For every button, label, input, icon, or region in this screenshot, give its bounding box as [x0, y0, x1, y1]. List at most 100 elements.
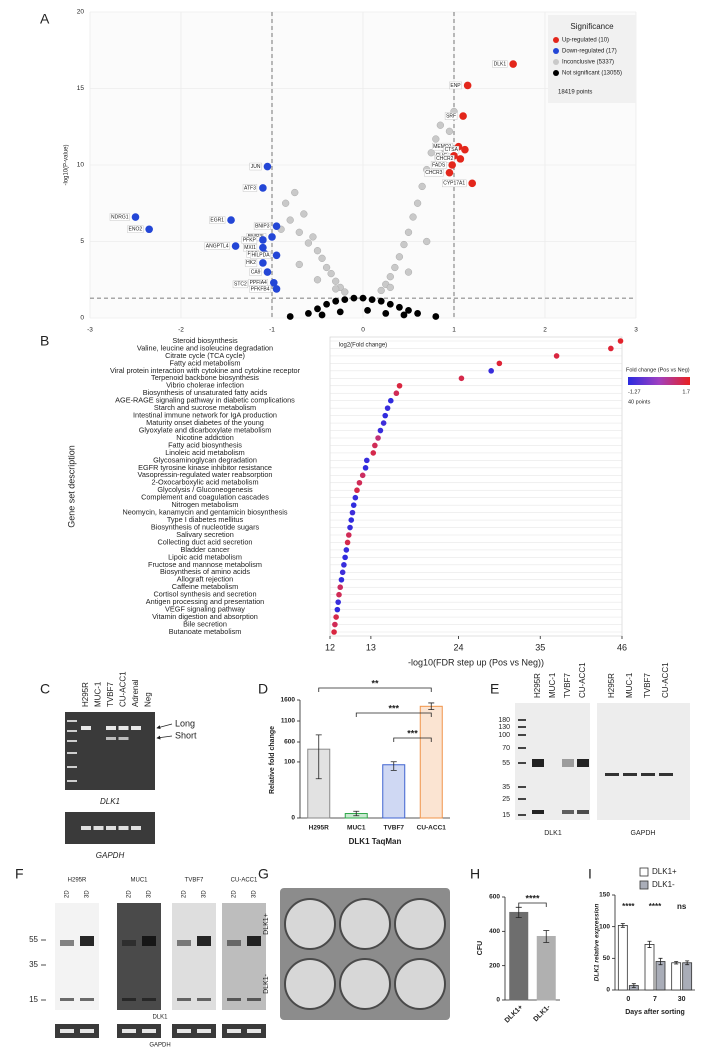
marker-label: 15	[29, 995, 38, 1004]
x-tick-label: DLK1-	[532, 1003, 552, 1023]
data-point	[445, 168, 454, 177]
label-box	[250, 251, 271, 259]
significance-bracket	[518, 902, 547, 907]
data-point	[448, 161, 456, 169]
data-point	[413, 199, 422, 207]
significance-label: ***	[388, 703, 399, 713]
dot	[356, 479, 363, 486]
gene-set-label: Glyoxylate and dicarboxylate metabolism	[139, 425, 272, 434]
dot	[608, 345, 614, 352]
panel-letter: C	[40, 681, 50, 697]
blot-band	[659, 773, 673, 776]
y-tick-label: 0	[80, 315, 84, 322]
label-box	[241, 236, 258, 244]
y-tick-label: 10	[77, 162, 85, 169]
blot	[55, 1024, 99, 1038]
blot-label: DLK1	[100, 797, 120, 806]
gene-set-label: AGE-RAGE signaling pathway in diabetic c…	[115, 396, 295, 405]
data-point	[291, 188, 299, 197]
dot	[338, 576, 345, 583]
data-point	[145, 225, 153, 234]
blot-band	[197, 998, 211, 1001]
cell-line-label: CU-ACC1	[231, 878, 258, 884]
gene-set-label: Caffeine metabolism	[172, 582, 238, 591]
label-box	[249, 268, 262, 276]
panel-letter: G	[258, 866, 269, 882]
y-tick-label: 200	[489, 962, 500, 969]
data-point	[414, 310, 421, 317]
legend-box	[548, 15, 636, 103]
y-tick-label: 0	[291, 815, 295, 822]
lane-label: MUC-1	[94, 681, 103, 707]
colorbar-label: 1.7	[682, 389, 690, 395]
error-bar	[353, 810, 360, 817]
dot	[334, 606, 341, 613]
gel	[65, 712, 155, 790]
blot-band	[80, 1029, 94, 1033]
data-point	[386, 283, 394, 292]
marker-label: 35	[502, 784, 510, 791]
dot	[346, 532, 352, 538]
data-point	[391, 263, 399, 272]
point-label: HK2	[246, 260, 256, 266]
data-point	[263, 268, 272, 276]
well	[284, 898, 336, 950]
gene-set-label: Neomycin, kanamycin and gentamicin biosy…	[122, 508, 287, 517]
data-point	[259, 259, 267, 267]
error-bar	[543, 930, 550, 943]
data-point	[227, 216, 235, 224]
y-axis-label: DLK1 relative expression	[594, 904, 601, 982]
bar	[655, 961, 666, 991]
gene-set-label: Citrate cycle (TCA cycle)	[165, 351, 245, 360]
data-point	[270, 279, 278, 287]
lane-label: TVBF7	[643, 673, 652, 698]
x-tick-label: -2	[178, 327, 184, 334]
label-box	[442, 179, 467, 188]
blot	[597, 703, 690, 820]
gene-set-label: Viral protein interaction with cytokine …	[110, 366, 301, 375]
colorbar-title: Fold change (Pos vs Neg)	[626, 367, 690, 373]
gene-set-label: Salivary secretion	[176, 530, 234, 539]
gene-set-label: Allograft rejection	[177, 575, 233, 584]
gel-band	[131, 826, 141, 830]
y-tick-label: 20	[77, 9, 85, 16]
blot-label: DLK1	[544, 830, 562, 837]
lane-label: TVBF7	[563, 673, 572, 698]
ladder-band	[67, 766, 77, 768]
gene-set-label: Linoleic acid metabolism	[165, 448, 245, 457]
colorbar-label: -1.27	[628, 389, 641, 395]
x-tick-label: 0	[626, 996, 630, 1003]
x-tick-label: 24	[453, 642, 463, 652]
dot	[343, 547, 350, 553]
blot-band	[227, 1029, 241, 1033]
y-tick-label: 0	[606, 987, 610, 994]
dot	[333, 614, 339, 620]
legend-marker	[639, 880, 649, 890]
data-point	[305, 310, 312, 317]
blot	[117, 1024, 161, 1038]
x-tick-label: 46	[617, 642, 627, 652]
gel-band	[131, 726, 141, 730]
marker-label: 70	[502, 745, 510, 752]
label-box	[444, 112, 458, 120]
x-tick-label: CU-ACC1	[417, 825, 447, 832]
dot	[354, 487, 360, 494]
x-tick-label: 0	[361, 327, 365, 334]
gene-set-label: Fructose and mannose metabolism	[148, 560, 262, 569]
dot	[347, 524, 353, 531]
gene-set-label: Glycosaminoglycan degradation	[153, 455, 257, 464]
ladder-band	[67, 780, 77, 782]
data-point	[272, 251, 281, 260]
gene-set-label: Lipoic acid metabolism	[168, 552, 242, 561]
label-box	[253, 222, 271, 230]
lane-label: CU-ACC1	[578, 662, 587, 698]
lane-label: H295R	[607, 673, 616, 698]
data-point	[282, 199, 290, 207]
band-arrow	[156, 735, 173, 740]
point-label: MEMO1	[433, 144, 452, 150]
ladder-band	[518, 798, 526, 800]
y-tick-label: 600	[489, 894, 500, 901]
data-point	[404, 228, 413, 236]
lane-label: Adrenal	[131, 679, 140, 707]
blot-label: GAPDH	[96, 851, 125, 860]
